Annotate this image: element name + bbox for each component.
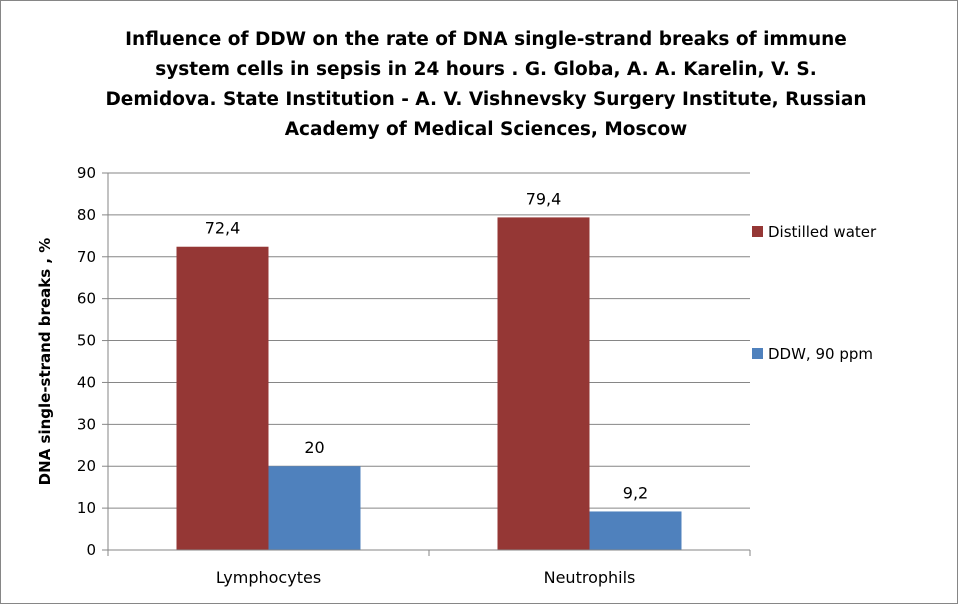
- chart-title-line-1: Influence of DDW on the rate of DNA sing…: [125, 29, 847, 50]
- chart-title: Influence of DDW on the rate of DNA sing…: [61, 25, 911, 145]
- bar-lymphocytes-ddw: [268, 466, 361, 550]
- y-tick-label-10: 10: [77, 499, 96, 517]
- y-tick-label-80: 80: [77, 206, 96, 224]
- legend-label-distilled-water: Distilled water: [768, 223, 877, 241]
- y-tick-label-70: 70: [77, 248, 96, 266]
- legend-label-ddw: DDW, 90 ppm: [768, 345, 873, 363]
- y-tick-label-40: 40: [77, 373, 96, 391]
- legend: Distilled water DDW, 90 ppm: [752, 223, 877, 363]
- y-tick-label-0: 0: [86, 541, 96, 559]
- bar-neutrophils-ddw: [589, 511, 682, 550]
- data-label-neutrophils-distilled-water: 79,4: [526, 189, 562, 208]
- labels: 0 10 20 30 40 50 60 70 80 90 72,4 20 Lymphocytes 79,4…: [36, 164, 648, 587]
- bar-neutrophils-distilled-water: [497, 217, 590, 550]
- chart-title-line-2: system cells in sepsis in 24 hours . G. …: [155, 59, 817, 80]
- y-tick-label-90: 90: [77, 164, 96, 182]
- x-category-label-neutrophils: Neutrophils: [544, 568, 636, 587]
- bar-lymphocytes-distilled-water: [176, 246, 269, 551]
- legend-swatch-distilled-water: [752, 226, 763, 237]
- axes: [102, 172, 751, 556]
- y-tick-label-60: 60: [77, 290, 96, 308]
- bars: [176, 217, 682, 551]
- chart-title-line-4: Academy of Medical Sciences, Moscow: [284, 119, 688, 140]
- y-axis-title: DNA single-strand breaks , %: [36, 238, 54, 486]
- y-tick-label-50: 50: [77, 332, 96, 350]
- data-label-lymphocytes-ddw: 20: [304, 438, 324, 457]
- chart-title-line-3: Demidova. State Institution - A. V. Vish…: [105, 89, 867, 110]
- y-tick-label-20: 20: [77, 457, 96, 475]
- data-label-lymphocytes-distilled-water: 72,4: [205, 219, 241, 238]
- data-label-neutrophils-ddw: 9,2: [623, 483, 648, 502]
- legend-swatch-ddw: [752, 348, 763, 359]
- y-tick-label-30: 30: [77, 415, 96, 433]
- x-category-label-lymphocytes: Lymphocytes: [216, 568, 321, 587]
